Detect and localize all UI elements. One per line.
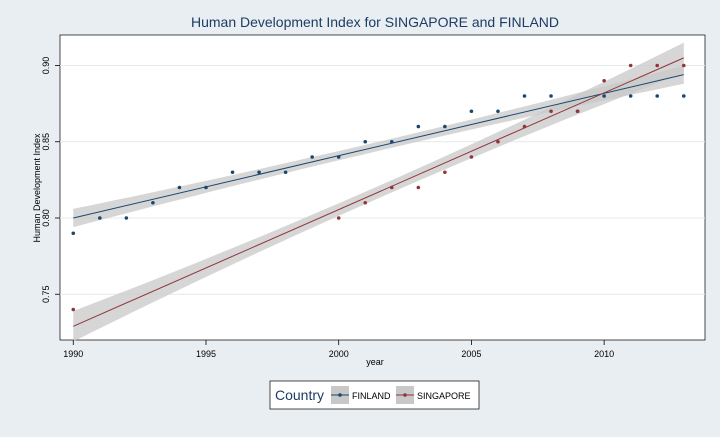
data-point-singapore: [628, 63, 633, 68]
fit-lines: [73, 57, 684, 327]
data-point-finland: [98, 216, 102, 220]
chart-title: Human Development Index for SINGAPORE an…: [191, 14, 559, 30]
data-point-singapore: [549, 109, 553, 114]
x-tick-label: 2000: [329, 349, 349, 359]
legend-title: Country: [275, 387, 324, 403]
data-point-singapore: [336, 216, 341, 220]
data-point-finland: [549, 94, 553, 98]
data-point-finland: [336, 155, 341, 159]
legend-label-singapore: SINGAPORE: [417, 391, 471, 401]
data-point-finland: [230, 170, 235, 175]
x-axis: 1990 1995 2000 2005 2010: [63, 340, 614, 359]
x-tick-label: 2005: [461, 349, 481, 359]
data-point-singapore: [363, 200, 368, 205]
x-axis-label: year: [366, 357, 384, 367]
data-point-finland: [151, 200, 155, 205]
data-point-singapore: [71, 307, 76, 312]
data-point-finland: [177, 185, 182, 190]
data-point-finland: [655, 94, 660, 98]
legend: Country FINLAND SINGAPORE: [269, 380, 480, 410]
data-point-singapore: [389, 185, 394, 190]
data-point-singapore: [469, 155, 474, 159]
y-axis-label: Human Development Index: [32, 133, 42, 243]
data-point-finland: [283, 170, 288, 175]
legend-swatch-marker: [403, 393, 407, 397]
data-point-finland: [257, 170, 261, 175]
y-tick-label: 0.90: [41, 57, 51, 75]
data-point-finland: [469, 109, 474, 114]
y-axis: 0.75 0.80 0.85 0.90: [41, 57, 60, 303]
legend-swatch-marker: [338, 393, 342, 397]
legend-box: [269, 380, 480, 410]
data-point-singapore: [602, 78, 606, 83]
data-point-singapore: [496, 139, 500, 144]
data-point-finland: [681, 94, 686, 98]
data-point-finland: [602, 94, 606, 98]
data-points: [71, 63, 686, 312]
x-tick-label: 1995: [196, 349, 216, 359]
legend-items: FINLAND SINGAPORE: [331, 386, 471, 404]
y-tick-label: 0.75: [41, 285, 51, 303]
y-tick-label: 0.80: [41, 209, 51, 227]
data-point-finland: [389, 139, 394, 144]
fit-line-singapore: [73, 57, 684, 327]
data-point-finland: [363, 139, 368, 144]
data-point-finland: [416, 124, 421, 129]
data-point-singapore: [443, 170, 447, 175]
legend-label-finland: FINLAND: [352, 391, 391, 401]
data-point-singapore: [416, 185, 421, 190]
data-point-finland: [124, 216, 129, 220]
x-tick-label: 1990: [63, 349, 83, 359]
data-point-singapore: [681, 63, 686, 68]
data-point-finland: [310, 155, 314, 159]
x-tick-label: 2010: [594, 349, 614, 359]
fit-line-finland: [73, 74, 684, 219]
y-tick-label: 0.85: [41, 133, 51, 151]
data-point-finland: [71, 231, 76, 236]
data-point-finland: [443, 124, 447, 129]
data-point-finland: [628, 94, 633, 98]
data-point-singapore: [522, 124, 527, 129]
data-point-finland: [496, 109, 500, 114]
data-point-singapore: [655, 63, 660, 68]
data-point-singapore: [575, 109, 580, 114]
data-point-finland: [204, 185, 208, 190]
data-point-finland: [522, 94, 527, 98]
